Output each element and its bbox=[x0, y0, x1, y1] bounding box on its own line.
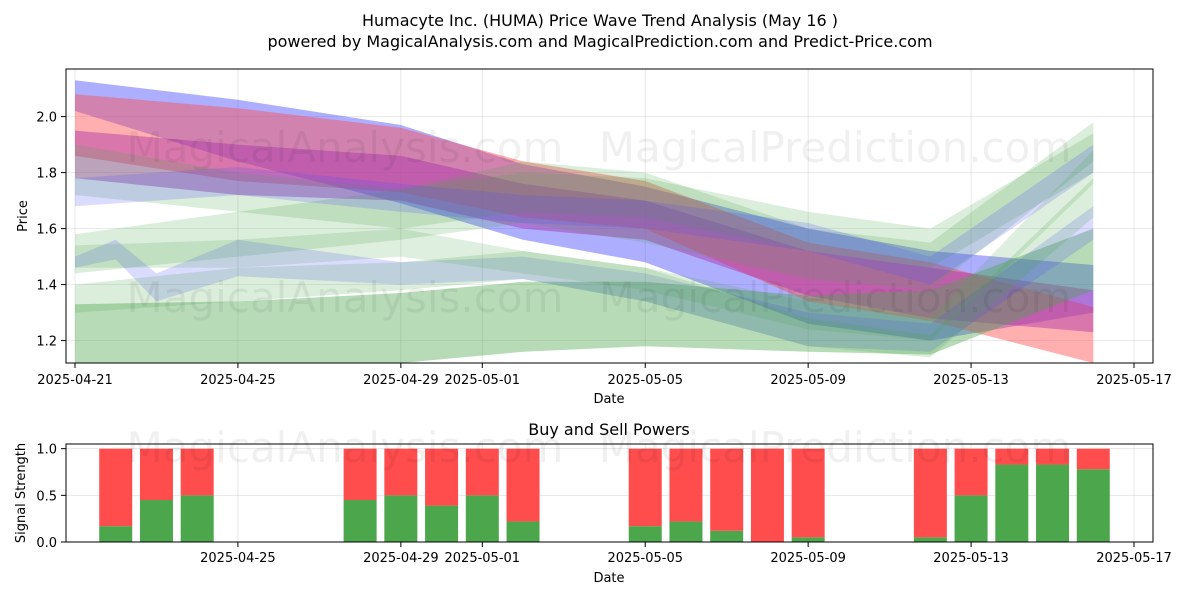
signal-bars bbox=[99, 448, 1110, 542]
sell-bar bbox=[1076, 448, 1110, 470]
buy-bar bbox=[791, 537, 825, 542]
buy-bar bbox=[384, 495, 418, 542]
price-y-label: Price bbox=[16, 200, 31, 232]
price-x-tick-label: 2025-04-29 bbox=[363, 373, 439, 388]
signal-x-tick-label: 2025-05-09 bbox=[770, 551, 846, 566]
sell-bar bbox=[995, 448, 1029, 465]
price-plot-frame bbox=[65, 68, 1154, 364]
signal-y-tick-label: 0.0 bbox=[36, 536, 57, 551]
price-x-tick-label: 2025-04-21 bbox=[37, 373, 113, 388]
price-band-blue bbox=[75, 80, 1094, 341]
sell-bar bbox=[1036, 448, 1070, 465]
signal-y-label: Signal Strength bbox=[14, 443, 29, 543]
buy-bar bbox=[995, 464, 1029, 542]
buy-bar bbox=[465, 495, 499, 542]
sell-bar bbox=[954, 448, 988, 496]
buy-bar bbox=[669, 521, 703, 542]
sell-bar bbox=[384, 448, 418, 496]
price-x-tick-label: 2025-05-09 bbox=[770, 373, 846, 388]
price-axis-ticks: 2025-04-21 2025-04-25 2025-04-29 2025-05-01… bbox=[36, 111, 1171, 388]
price-band-green bbox=[75, 122, 1094, 291]
chart-title: Humacyte Inc. (HUMA) Price Wave Trend An… bbox=[362, 11, 838, 30]
watermark-analysis-top: MagicalAnalysis.com bbox=[127, 123, 564, 172]
buy-bar bbox=[954, 495, 988, 542]
sell-bar bbox=[139, 448, 173, 500]
price-y-tick-label: 2.0 bbox=[36, 111, 57, 126]
price-band-blue bbox=[75, 206, 1094, 352]
sell-bar bbox=[180, 448, 214, 496]
sell-bar bbox=[343, 448, 377, 500]
sell-bar bbox=[99, 448, 133, 527]
signal-y-tick-label: 0.5 bbox=[36, 489, 57, 504]
price-grid bbox=[66, 69, 1153, 363]
watermark-prediction-top: MagicalPrediction.com bbox=[599, 123, 1072, 172]
buy-bar bbox=[139, 500, 173, 542]
sell-bar bbox=[628, 448, 662, 527]
price-x-tick-label: 2025-05-05 bbox=[607, 373, 683, 388]
buy-bar bbox=[425, 505, 459, 542]
chart-subtitle: powered by MagicalAnalysis.com and Magic… bbox=[267, 32, 932, 51]
sell-bar bbox=[465, 448, 499, 496]
price-band-green bbox=[75, 150, 1094, 341]
price-y-tick-label: 1.6 bbox=[36, 223, 57, 238]
buy-sell-title: Buy and Sell Powers bbox=[528, 420, 690, 439]
signal-x-tick-label: 2025-04-25 bbox=[200, 551, 276, 566]
buy-bar bbox=[99, 526, 133, 542]
price-y-tick-label: 1.4 bbox=[36, 279, 57, 294]
buy-bar bbox=[1076, 469, 1110, 542]
buy-bar bbox=[1036, 464, 1070, 542]
signal-x-tick-label: 2025-05-13 bbox=[933, 551, 1009, 566]
price-wave-chart: MagicalAnalysis.com MagicalPrediction.co… bbox=[16, 68, 1172, 407]
signal-x-tick-label: 2025-05-05 bbox=[607, 551, 683, 566]
price-band-green bbox=[75, 133, 1094, 268]
watermark-analysis-bottom: MagicalAnalysis.com bbox=[127, 423, 564, 472]
sell-bar bbox=[425, 448, 459, 506]
buy-bar bbox=[628, 526, 662, 542]
sell-bar bbox=[913, 448, 947, 538]
sell-bar bbox=[791, 448, 825, 538]
price-band-purple bbox=[75, 130, 1094, 333]
buy-bar bbox=[506, 521, 540, 542]
sell-bar bbox=[506, 448, 540, 522]
price-x-tick-label: 2025-05-17 bbox=[1096, 373, 1172, 388]
signal-plot-frame bbox=[65, 443, 1154, 543]
price-bands bbox=[75, 80, 1094, 363]
price-x-tick-label: 2025-05-01 bbox=[445, 373, 521, 388]
price-x-tick-label: 2025-04-25 bbox=[200, 373, 276, 388]
watermark-prediction-bottom: MagicalPrediction.com bbox=[599, 423, 1072, 472]
sell-bar bbox=[669, 448, 703, 522]
watermark-analysis-mid: MagicalAnalysis.com bbox=[127, 273, 564, 322]
price-band-blue bbox=[75, 144, 1094, 285]
signal-x-tick-label: 2025-04-29 bbox=[363, 551, 439, 566]
buy-sell-chart: Buy and Sell Powers MagicalAnalysis.com … bbox=[14, 420, 1172, 586]
price-x-tick-label: 2025-05-13 bbox=[933, 373, 1009, 388]
buy-bar bbox=[710, 530, 744, 542]
price-band-green bbox=[75, 178, 1094, 358]
sell-bar bbox=[710, 448, 744, 531]
signal-y-tick-label: 1.0 bbox=[36, 443, 57, 458]
signal-x-label: Date bbox=[593, 571, 624, 586]
buy-bar bbox=[180, 495, 214, 542]
price-y-tick-label: 1.2 bbox=[36, 335, 57, 350]
watermark-prediction-mid: MagicalPrediction.com bbox=[599, 273, 1072, 322]
signal-x-tick-label: 2025-05-17 bbox=[1096, 551, 1172, 566]
price-band-green bbox=[75, 228, 1094, 363]
price-band-red bbox=[75, 94, 1094, 363]
signal-axis-ticks: 2025-04-25 2025-04-29 2025-05-01 2025-05-05… bbox=[36, 443, 1171, 566]
price-y-tick-label: 1.8 bbox=[36, 167, 57, 182]
sell-bar bbox=[750, 448, 784, 542]
price-x-label: Date bbox=[593, 392, 624, 407]
buy-bar bbox=[913, 537, 947, 542]
buy-bar bbox=[343, 500, 377, 542]
signal-x-tick-label: 2025-05-01 bbox=[445, 551, 521, 566]
